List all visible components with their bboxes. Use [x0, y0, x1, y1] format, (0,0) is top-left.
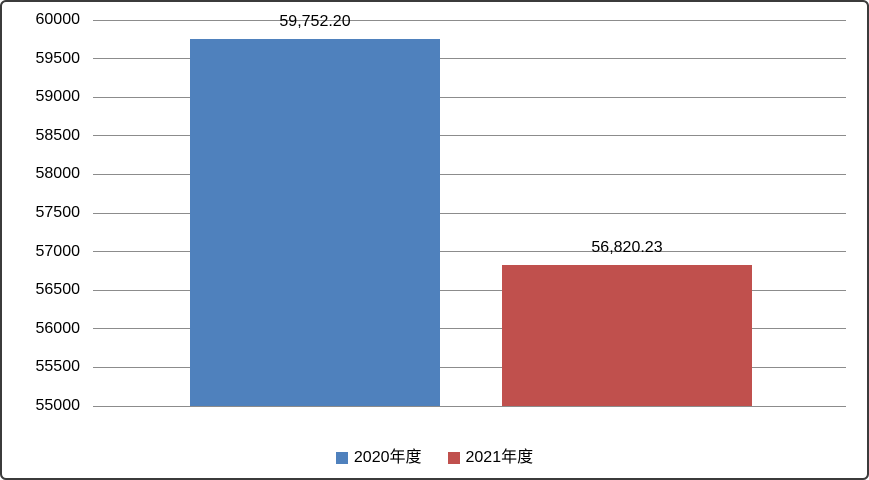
plot-area: 59,752.20 56,820.23 — [93, 13, 846, 407]
gridline — [93, 212, 846, 214]
gridline — [93, 328, 846, 330]
y-axis-tick-label: 60000 — [35, 11, 81, 28]
gridline — [93, 405, 846, 407]
legend-swatch-icon — [447, 452, 460, 464]
y-axis-labels: 55000 55500 56000 56500 57000 57500 58000 58500… — [2, 12, 81, 414]
gridline — [93, 19, 846, 21]
gridline — [93, 289, 846, 291]
bar-value-label: 59,752.20 — [279, 13, 351, 31]
y-axis-tick-label: 58000 — [35, 165, 81, 183]
legend-label: 2020年度 — [353, 449, 422, 466]
y-axis-tick-label: 56000 — [35, 319, 81, 337]
legend-item: 2021年度 — [447, 449, 534, 467]
legend-item: 2020年度 — [335, 449, 422, 467]
y-axis-tick-label: 59500 — [35, 49, 81, 67]
gridline — [93, 173, 846, 175]
gridline — [93, 366, 846, 368]
gridline — [93, 135, 846, 137]
gridline — [93, 58, 846, 60]
bar-value-label: 56,820.23 — [591, 239, 663, 257]
y-axis-tick-label: 57500 — [35, 204, 81, 221]
y-axis-tick-label: 59000 — [35, 88, 81, 106]
bar-2021年度 — [502, 265, 752, 406]
y-axis-tick-label: 58500 — [35, 126, 81, 144]
y-axis-tick-label: 55000 — [35, 397, 81, 414]
bar-slot-0: 59,752.20 — [190, 13, 440, 406]
y-axis-tick-label: 57000 — [35, 242, 81, 260]
legend: 2020年度 2021年度 — [2, 449, 867, 467]
legend-label: 2021年度 — [465, 449, 534, 466]
y-axis-tick-label: 55500 — [35, 358, 81, 376]
bar-2020年度 — [190, 39, 440, 406]
y-axis-tick-label: 56500 — [35, 281, 81, 299]
bar-slot-1: 56,820.23 — [502, 20, 752, 406]
legend-swatch-icon — [335, 452, 348, 464]
gridline — [93, 251, 846, 253]
gridline — [93, 96, 846, 98]
